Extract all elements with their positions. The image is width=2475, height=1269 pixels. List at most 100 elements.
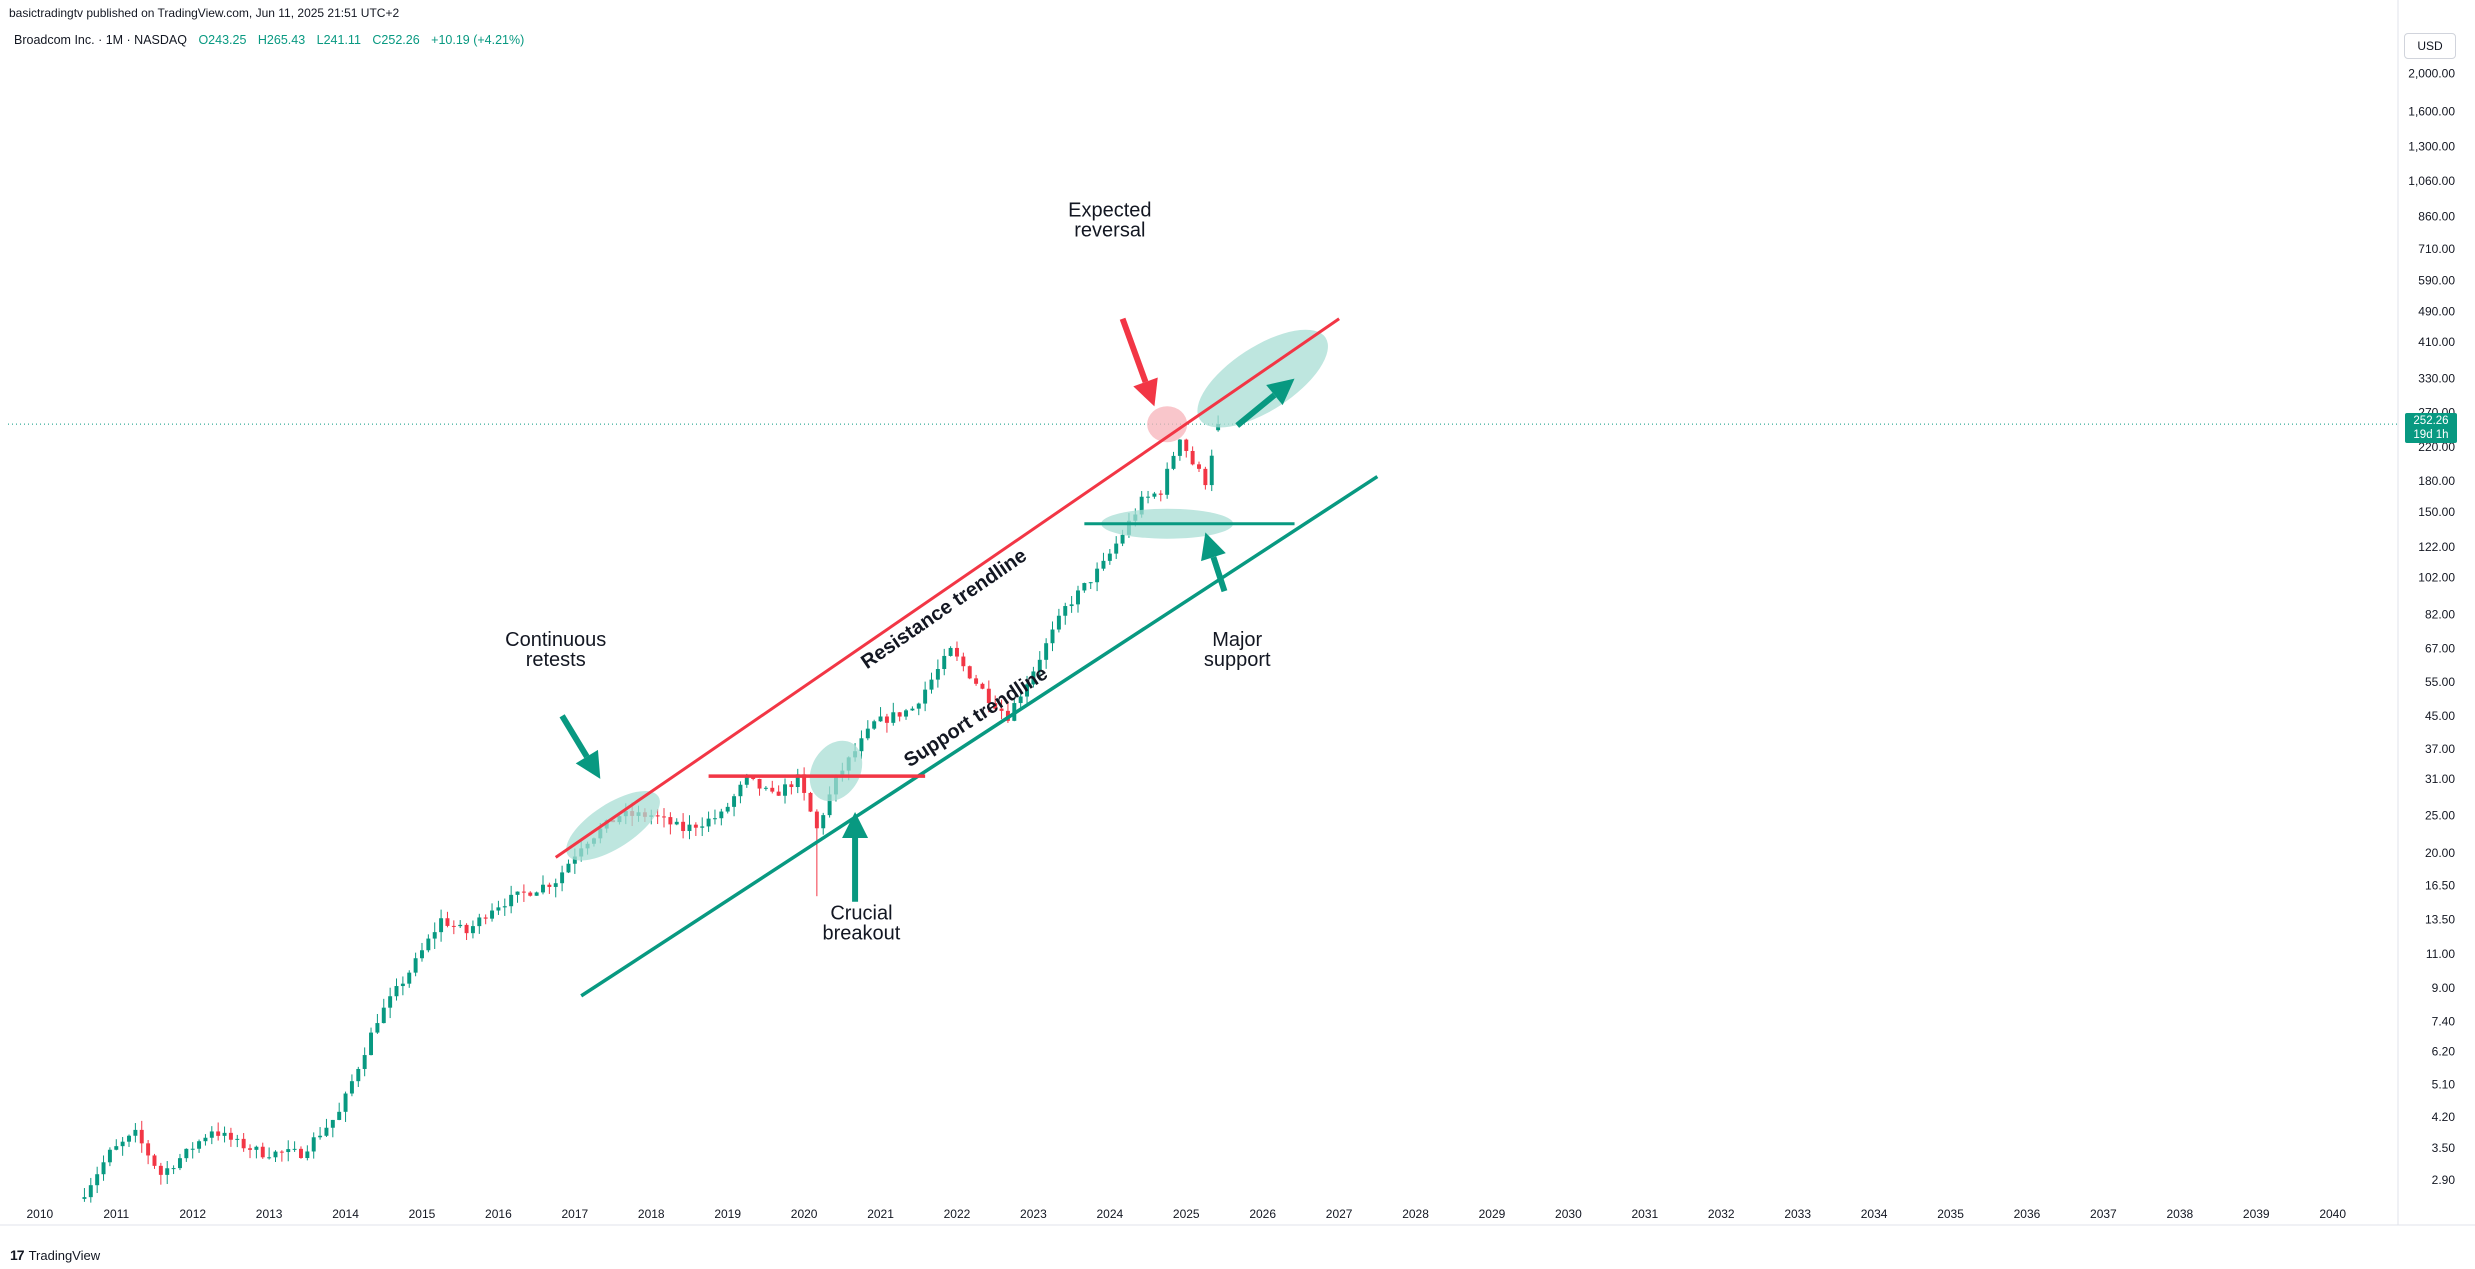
x-tick-label: 2027 xyxy=(1326,1207,1353,1221)
x-tick-label: 2034 xyxy=(1861,1207,1888,1221)
candle-body xyxy=(961,656,966,667)
candle-body xyxy=(458,924,463,927)
candle-body xyxy=(706,818,711,827)
candle-body xyxy=(566,863,571,873)
candle-body xyxy=(337,1111,342,1120)
candle-body xyxy=(362,1055,367,1069)
x-tick-label: 2028 xyxy=(1402,1207,1429,1221)
y-tick-label: 16.50 xyxy=(2425,879,2455,893)
ohlc-change: +10.19 (+4.21%) xyxy=(431,33,525,47)
currency-button[interactable]: USD xyxy=(2404,33,2456,59)
symbol-name: Broadcom Inc. · 1M · NASDAQ xyxy=(14,33,187,47)
crucial-breakout-label: Crucial xyxy=(830,903,892,925)
y-tick-label: 2,000.00 xyxy=(2408,67,2455,81)
y-tick-label: 330.00 xyxy=(2418,372,2455,386)
candle-body xyxy=(82,1197,87,1199)
candle-body xyxy=(878,716,883,722)
symbol-legend: Broadcom Inc. · 1M · NASDAQ O243.25 H265… xyxy=(14,33,524,47)
x-tick-label: 2031 xyxy=(1631,1207,1658,1221)
candle-body xyxy=(490,910,495,919)
candle-body xyxy=(407,972,412,984)
y-tick-label: 67.00 xyxy=(2425,641,2455,655)
x-tick-label: 2029 xyxy=(1479,1207,1506,1221)
candle-body xyxy=(725,806,730,812)
candle-body xyxy=(662,816,666,818)
last-price-value: 252.26 xyxy=(2413,415,2449,427)
expected-reversal-label: reversal xyxy=(1074,219,1145,241)
candle-body xyxy=(324,1127,329,1136)
candle-body xyxy=(222,1132,227,1136)
x-tick-label: 2015 xyxy=(409,1207,436,1221)
y-tick-label: 150.00 xyxy=(2418,505,2455,519)
candle-body xyxy=(114,1146,119,1150)
ohlc-low: L241.11 xyxy=(316,33,361,47)
candle-body xyxy=(165,1168,170,1175)
candle-body xyxy=(986,688,991,704)
x-tick-label: 2033 xyxy=(1784,1207,1811,1221)
candle-body xyxy=(1076,590,1080,605)
x-tick-label: 2021 xyxy=(867,1207,894,1221)
candle-body xyxy=(789,784,794,788)
x-tick-label: 2013 xyxy=(256,1207,283,1221)
y-tick-label: 37.00 xyxy=(2425,742,2455,756)
candle-body xyxy=(738,784,743,797)
candle-body xyxy=(674,821,679,825)
y-tick-label: 82.00 xyxy=(2425,607,2455,621)
reversal-highlight xyxy=(1147,406,1188,443)
candle-body xyxy=(712,818,717,820)
reversal-arrow-icon xyxy=(1133,377,1158,407)
candle-body xyxy=(483,917,488,919)
candle-body xyxy=(349,1081,354,1094)
candle-body xyxy=(254,1146,259,1150)
target-arrow-icon-shaft xyxy=(1235,392,1277,428)
candle-body xyxy=(1088,582,1093,584)
candle-body xyxy=(216,1131,221,1136)
candle-body xyxy=(897,712,902,717)
y-tick-label: 2.90 xyxy=(2432,1173,2456,1187)
y-tick-label: 7.40 xyxy=(2432,1014,2456,1028)
candle-body xyxy=(935,669,940,680)
candle-body xyxy=(190,1148,195,1150)
candle-body xyxy=(808,792,813,812)
x-tick-label: 2016 xyxy=(485,1207,512,1221)
candle-body xyxy=(127,1135,131,1142)
candle-body xyxy=(400,983,405,987)
x-tick-label: 2012 xyxy=(179,1207,206,1221)
candle-body xyxy=(439,918,444,933)
y-tick-label: 31.00 xyxy=(2425,772,2455,786)
candle-body xyxy=(884,716,889,723)
candle-body xyxy=(1190,450,1195,465)
candle-body xyxy=(158,1165,163,1175)
target-arrow-icon xyxy=(1266,378,1295,406)
candle-body xyxy=(184,1148,189,1159)
candle-body xyxy=(993,703,998,709)
candle-body xyxy=(1107,553,1112,561)
candle-body xyxy=(496,907,501,911)
candle-body xyxy=(967,666,972,679)
candle-body xyxy=(719,811,724,819)
y-tick-label: 180.00 xyxy=(2418,474,2455,488)
candle-body xyxy=(171,1168,176,1170)
candle-body xyxy=(872,721,877,729)
candle-body xyxy=(177,1158,182,1169)
candle-body xyxy=(980,683,985,689)
x-tick-label: 2037 xyxy=(2090,1207,2117,1221)
footer-brand[interactable]: 17 TradingView xyxy=(10,1247,100,1263)
y-tick-label: 410.00 xyxy=(2418,335,2455,349)
candle-body xyxy=(1209,455,1214,486)
x-tick-label: 2017 xyxy=(561,1207,588,1221)
candle-body xyxy=(260,1146,265,1158)
candle-body xyxy=(521,891,526,893)
candle-body xyxy=(394,986,399,997)
x-tick-label: 2019 xyxy=(714,1207,741,1221)
candle-body xyxy=(228,1132,233,1140)
y-tick-label: 220.00 xyxy=(2418,440,2455,454)
candle-body xyxy=(197,1141,202,1149)
candle-body xyxy=(1184,439,1189,451)
y-tick-label: 1,060.00 xyxy=(2408,174,2455,188)
candle-body xyxy=(426,938,431,951)
candle-body xyxy=(311,1137,316,1152)
y-tick-label: 45.00 xyxy=(2425,709,2455,723)
candle-body xyxy=(942,655,947,670)
